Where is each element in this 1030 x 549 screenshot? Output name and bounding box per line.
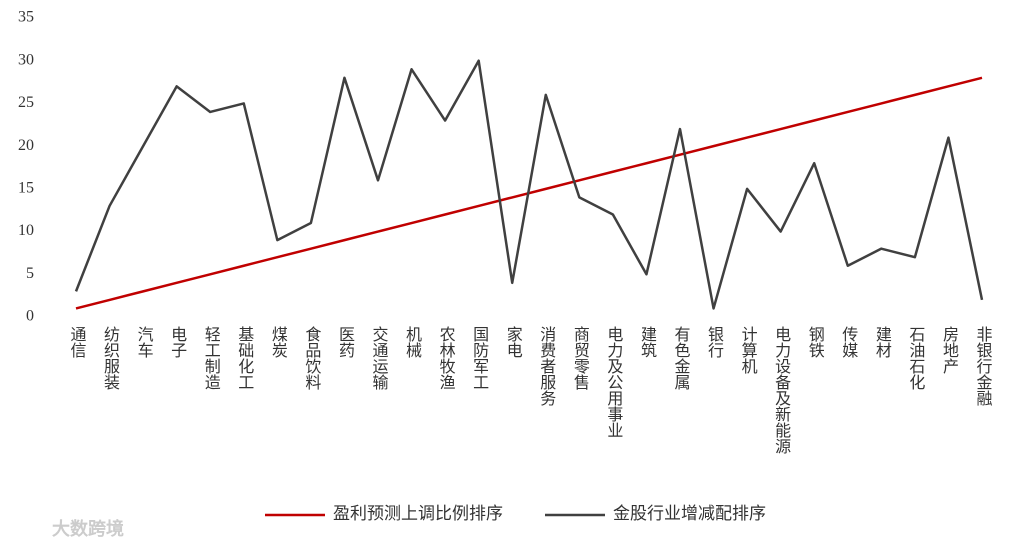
- x-tick-label: 通信: [68, 326, 87, 358]
- x-tick-label: 建材: [873, 326, 892, 358]
- x-tick-label: 建筑: [638, 326, 657, 358]
- x-tick-label: 消费者服务: [537, 326, 556, 407]
- x-tick-label: 机械: [403, 326, 422, 358]
- y-tick-label: 0: [26, 308, 34, 325]
- x-tick-label: 交通运输: [370, 326, 389, 390]
- x-tick-label: 国防军工: [470, 326, 489, 390]
- x-tick-label: 电力设备及新能源: [772, 326, 791, 455]
- x-tick-label: 钢铁: [806, 326, 825, 358]
- x-tick-label: 纺织服装: [101, 326, 120, 390]
- y-tick-label: 30: [18, 51, 34, 68]
- y-tick-label: 25: [18, 94, 34, 111]
- x-tick-label: 基础化工: [235, 326, 254, 390]
- x-tick-label: 医药: [336, 326, 355, 359]
- y-tick-label: 5: [26, 265, 34, 282]
- watermark: 大数跨境: [52, 518, 124, 540]
- y-tick-label: 10: [18, 222, 34, 239]
- x-tick-label: 计算机: [739, 326, 758, 375]
- x-tick-label: 食品饮料: [302, 326, 321, 390]
- x-tick-label: 银行: [705, 326, 724, 359]
- y-tick-label: 35: [18, 9, 34, 26]
- x-tick-label: 传媒: [839, 326, 858, 358]
- x-tick-label: 电力及公用事业: [604, 326, 623, 438]
- x-tick-label: 轻工制造: [202, 326, 221, 390]
- y-tick-label: 15: [18, 180, 34, 197]
- x-tick-label: 电子: [168, 326, 187, 358]
- x-tick-label: 农林牧渔: [437, 326, 456, 390]
- x-tick-label: 房地产: [940, 326, 959, 374]
- legend-label: 盈利预测上调比例排序: [333, 504, 503, 523]
- x-tick-label: 煤炭: [269, 326, 288, 358]
- x-tick-label: 汽车: [135, 326, 154, 358]
- series-line: [74, 59, 984, 310]
- x-tick-label: 有色金属: [672, 326, 691, 390]
- x-tick-label: 非银行金融: [974, 326, 993, 407]
- x-tick-label: 家电: [504, 326, 523, 358]
- y-tick-label: 20: [18, 137, 34, 154]
- x-tick-label: 石油石化: [906, 326, 925, 390]
- x-tick-label: 商贸零售: [571, 326, 590, 390]
- legend-label: 金股行业增减配排序: [613, 504, 766, 523]
